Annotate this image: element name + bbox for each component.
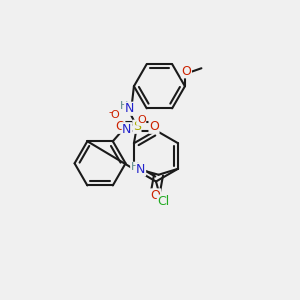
Text: H: H — [119, 101, 128, 111]
Text: -: - — [108, 107, 112, 118]
Text: O: O — [149, 120, 159, 133]
Text: O: O — [151, 189, 160, 202]
Text: O: O — [137, 115, 146, 125]
Text: O: O — [182, 65, 191, 78]
Text: N: N — [136, 163, 146, 176]
Text: N: N — [122, 123, 132, 136]
Text: N: N — [125, 102, 134, 115]
Text: O: O — [115, 120, 125, 133]
Text: H: H — [131, 162, 139, 172]
Text: Cl: Cl — [158, 195, 169, 208]
Text: O: O — [110, 110, 119, 121]
Text: S: S — [133, 120, 141, 133]
